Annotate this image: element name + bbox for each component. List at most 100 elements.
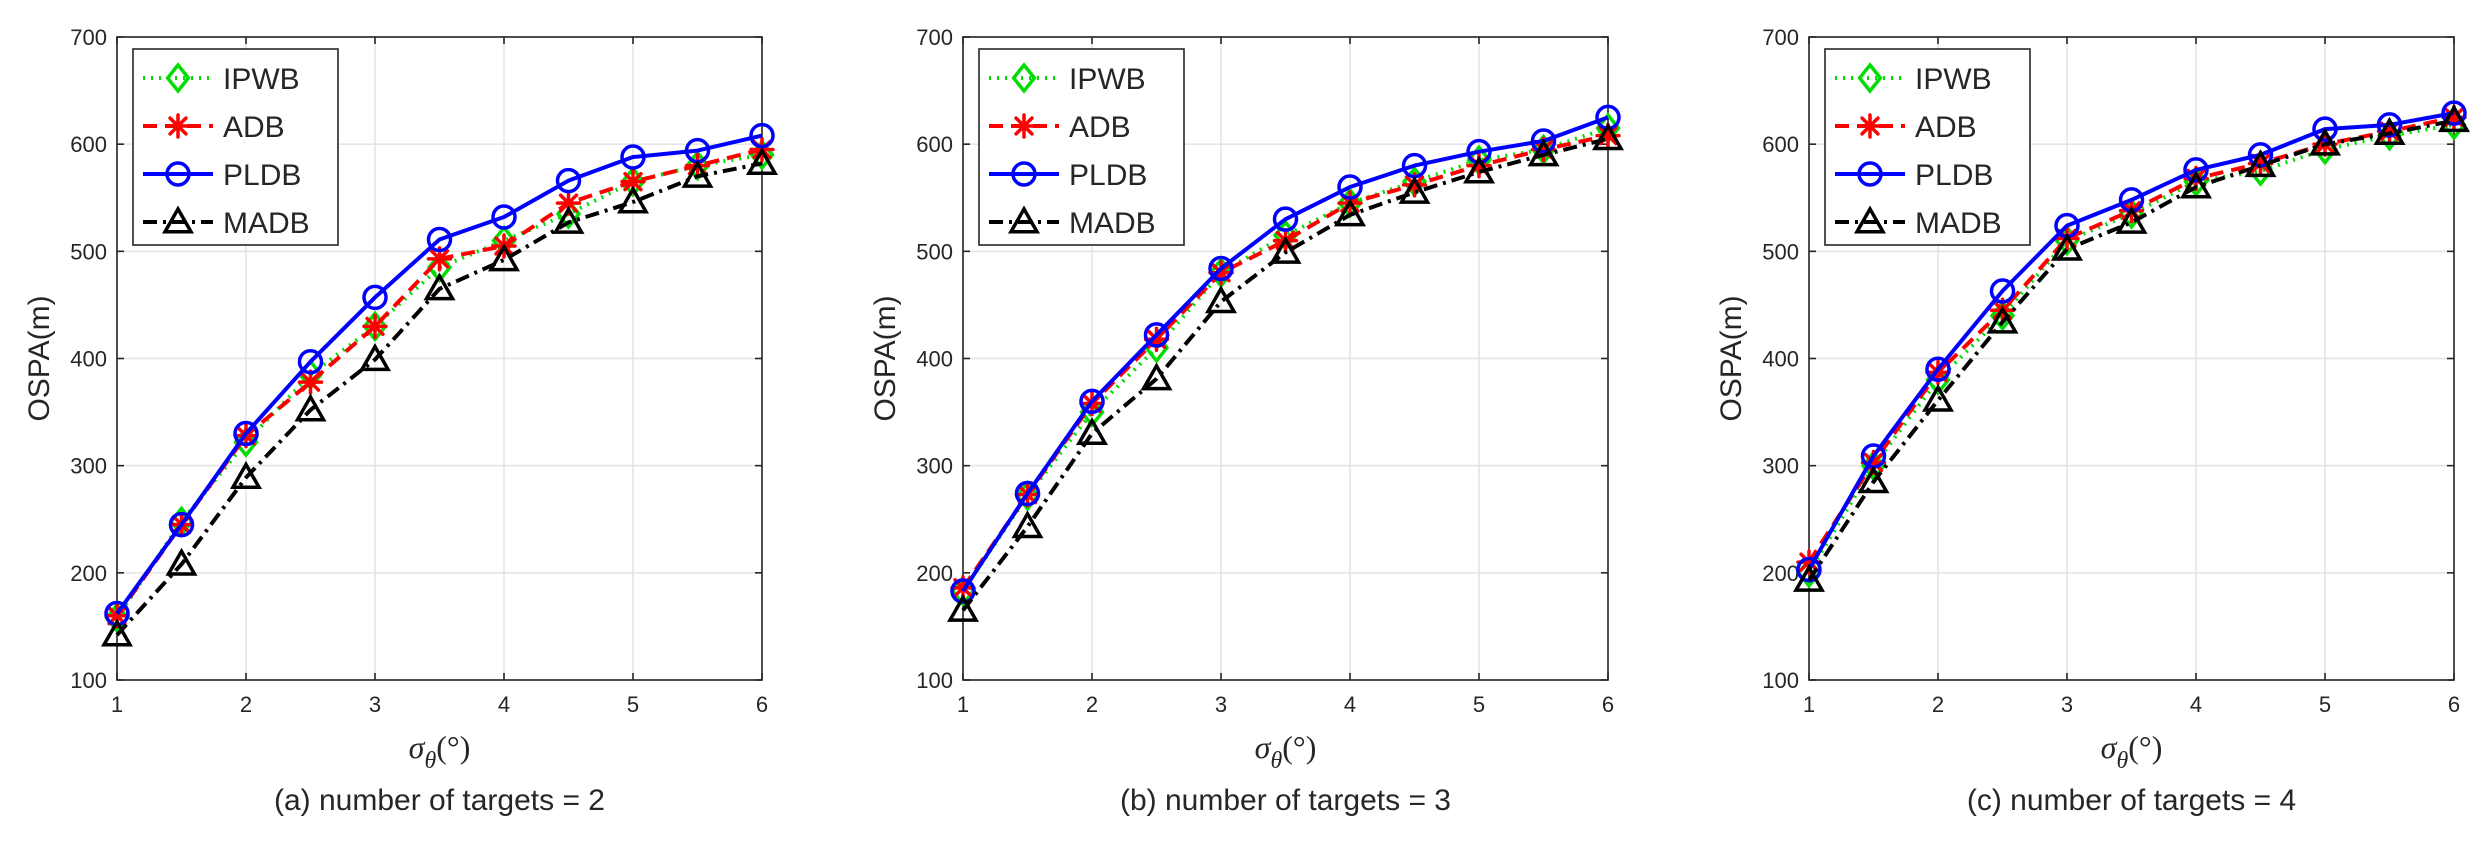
x-tick-label: 3	[2061, 692, 2073, 717]
data-point-adb	[1208, 260, 1234, 286]
legend-marker-pldb	[165, 161, 191, 187]
x-tick-label: 6	[1602, 692, 1614, 717]
data-point-madb	[1398, 175, 1431, 204]
data-point-pldb	[1079, 388, 1105, 415]
data-point-madb	[1462, 155, 1496, 184]
y-tick-label: 700	[1762, 25, 1799, 50]
data-point-ipwb	[233, 426, 259, 458]
x-axis-label: σθ(°)	[409, 729, 471, 774]
legend-label-pldb: PLDB	[1069, 159, 1147, 192]
series-line-ipwb	[961, 126, 1609, 593]
data-point-pldb	[2312, 116, 2338, 142]
data-point-ipwb	[426, 251, 453, 284]
x-tick-label: 3	[369, 692, 381, 717]
x-tick-label: 5	[1473, 692, 1485, 717]
x-axis-unit: (°)	[436, 729, 470, 765]
data-point-adb	[1466, 152, 1492, 179]
legend-marker-ipwb	[165, 62, 191, 94]
data-point-pldb	[1530, 128, 1557, 154]
data-point-adb	[2441, 104, 2467, 131]
data-point-madb	[2308, 127, 2342, 156]
x-tick-label: 3	[1215, 692, 1227, 717]
legend-marker-madb	[161, 205, 195, 234]
chart-panel-2: 1 2 3 4 5 6100200300400500600700OSPA(m)σθ(°)(…	[869, 25, 1625, 817]
data-point-madb	[616, 185, 650, 214]
data-point-madb	[2050, 232, 2084, 261]
x-axis-subscript: θ	[1270, 748, 1282, 774]
y-tick-label: 300	[916, 454, 953, 479]
data-point-madb	[1986, 305, 2019, 334]
data-point-pldb	[1796, 556, 1822, 583]
data-point-ipwb	[104, 602, 130, 634]
x-axis-label: σθ(°)	[1255, 729, 1317, 774]
legend: IPWB ADB PLDB MADB	[132, 48, 339, 246]
data-point-adb	[426, 246, 453, 272]
x-axis-label: σθ(°)	[2101, 729, 2163, 774]
data-point-madb	[423, 272, 456, 301]
data-point-madb	[681, 159, 714, 188]
y-tick-label: 700	[70, 25, 107, 50]
data-point-pldb	[620, 144, 646, 170]
data-point-ipwb	[1530, 133, 1557, 166]
data-point-madb	[1204, 285, 1238, 314]
series-line-madb	[115, 161, 763, 637]
series-line-pldb	[1807, 111, 2455, 571]
x-tick-label: 2	[1932, 692, 1944, 717]
y-tick-label: 500	[70, 239, 107, 264]
data-point-adb	[2183, 165, 2209, 192]
x-axis-subscript: θ	[2116, 748, 2128, 774]
y-tick-label: 100	[916, 668, 953, 693]
x-axis-symbol: σ	[409, 729, 426, 765]
data-point-madb	[1269, 235, 1302, 264]
data-point-adb	[1530, 136, 1557, 163]
data-point-madb	[358, 343, 392, 372]
data-point-pldb	[1466, 138, 1492, 165]
data-point-pldb	[168, 511, 195, 538]
data-point-madb	[552, 205, 585, 234]
legend-marker-pldb	[1857, 161, 1883, 187]
series-line-madb	[961, 136, 1609, 612]
data-point-pldb	[1014, 480, 1041, 507]
y-tick-label: 200	[70, 561, 107, 586]
x-tick-label: 1	[111, 692, 123, 717]
x-tick-label: 4	[498, 692, 510, 717]
legend-label-adb: ADB	[1069, 111, 1131, 144]
data-point-pldb	[426, 226, 453, 253]
x-tick-label: 6	[2448, 692, 2460, 717]
data-point-pldb	[1208, 255, 1234, 282]
legend-label-pldb: PLDB	[223, 159, 301, 192]
y-tick-label: 600	[916, 132, 953, 157]
data-point-madb	[2179, 170, 2213, 199]
data-point-madb	[2373, 116, 2406, 145]
data-point-madb	[165, 547, 198, 576]
series-line-madb	[1807, 118, 2455, 582]
legend-marker-adb	[1011, 113, 1037, 139]
data-point-pldb	[555, 167, 582, 194]
y-axis-label: OSPA(m)	[23, 295, 56, 421]
legend-label-madb: MADB	[1069, 207, 1156, 240]
data-point-madb	[1921, 383, 1955, 412]
legend-marker-pldb	[1011, 161, 1037, 187]
data-point-adb	[2376, 118, 2403, 145]
data-point-madb	[1792, 563, 1826, 592]
legend-box	[132, 48, 339, 246]
data-point-pldb	[1143, 322, 1170, 348]
y-tick-label: 300	[70, 454, 107, 479]
legend-marker-madb	[1853, 205, 1887, 234]
panel-caption: (c) number of targets = 4	[1967, 784, 2296, 817]
data-point-madb	[946, 593, 980, 622]
data-point-pldb	[1925, 356, 1951, 382]
legend-box	[1824, 48, 2031, 246]
x-tick-label: 2	[1086, 692, 1098, 717]
series-line-pldb	[961, 115, 1609, 593]
x-axis-unit: (°)	[2128, 729, 2162, 765]
y-tick-label: 500	[1762, 239, 1799, 264]
y-tick-label: 200	[1762, 561, 1799, 586]
legend-label-adb: ADB	[223, 111, 285, 144]
data-point-pldb	[1989, 278, 2016, 304]
data-point-pldb	[297, 348, 324, 375]
legend-marker-madb	[1007, 205, 1041, 234]
data-point-madb	[1333, 198, 1367, 227]
data-point-pldb	[950, 578, 976, 604]
